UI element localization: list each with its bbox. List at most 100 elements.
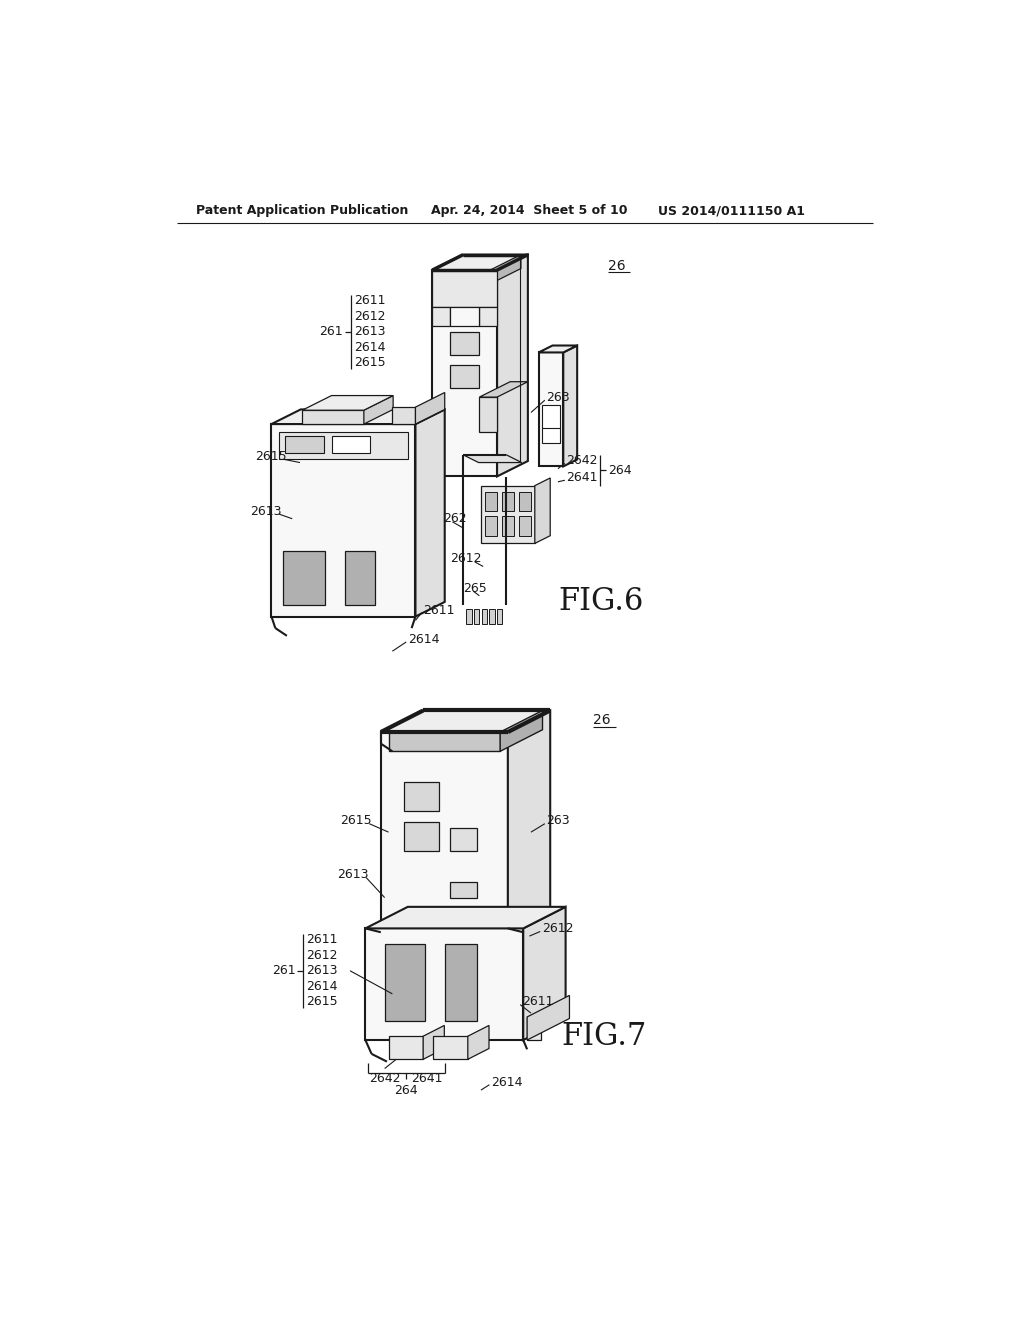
Text: 263: 263 bbox=[547, 814, 570, 828]
Text: 2614: 2614 bbox=[354, 341, 385, 354]
Polygon shape bbox=[381, 733, 508, 932]
Polygon shape bbox=[518, 516, 531, 536]
Polygon shape bbox=[466, 609, 472, 624]
Polygon shape bbox=[432, 308, 451, 326]
Polygon shape bbox=[563, 346, 578, 466]
Polygon shape bbox=[392, 407, 416, 424]
Polygon shape bbox=[451, 882, 477, 898]
Polygon shape bbox=[539, 346, 578, 352]
Polygon shape bbox=[286, 437, 324, 453]
Text: 2642: 2642 bbox=[566, 454, 598, 467]
Polygon shape bbox=[484, 492, 497, 511]
Polygon shape bbox=[484, 516, 497, 536]
Polygon shape bbox=[479, 397, 497, 432]
Polygon shape bbox=[502, 492, 514, 511]
Text: FIG.7: FIG.7 bbox=[562, 1020, 647, 1052]
Polygon shape bbox=[271, 424, 416, 616]
Text: 2612: 2612 bbox=[354, 310, 385, 323]
Text: 2611: 2611 bbox=[354, 294, 385, 308]
Text: FIG.6: FIG.6 bbox=[558, 586, 643, 616]
Polygon shape bbox=[271, 409, 444, 424]
Text: 2641: 2641 bbox=[412, 1072, 442, 1085]
Polygon shape bbox=[481, 486, 535, 544]
Text: 2615: 2615 bbox=[340, 814, 372, 828]
Text: 264: 264 bbox=[394, 1084, 418, 1097]
Text: 2614: 2614 bbox=[490, 1076, 522, 1089]
Text: 2611: 2611 bbox=[423, 603, 455, 616]
Polygon shape bbox=[432, 255, 528, 271]
Polygon shape bbox=[451, 364, 479, 388]
Text: 2613: 2613 bbox=[354, 325, 385, 338]
Polygon shape bbox=[535, 478, 550, 544]
Polygon shape bbox=[432, 271, 497, 477]
Polygon shape bbox=[479, 308, 497, 326]
Polygon shape bbox=[388, 733, 500, 751]
Polygon shape bbox=[423, 1026, 444, 1059]
Polygon shape bbox=[433, 1036, 468, 1059]
Text: 2615: 2615 bbox=[306, 995, 338, 1008]
Polygon shape bbox=[468, 1026, 489, 1059]
Polygon shape bbox=[539, 352, 563, 466]
Text: 2615: 2615 bbox=[255, 450, 287, 463]
Text: 264: 264 bbox=[608, 463, 632, 477]
Polygon shape bbox=[381, 710, 550, 733]
Text: 26: 26 bbox=[608, 259, 626, 273]
Polygon shape bbox=[416, 392, 444, 424]
Polygon shape bbox=[527, 1016, 541, 1040]
Polygon shape bbox=[479, 381, 528, 397]
Text: 2613: 2613 bbox=[306, 964, 338, 977]
Polygon shape bbox=[439, 271, 490, 284]
Polygon shape bbox=[542, 405, 560, 444]
Polygon shape bbox=[481, 609, 487, 624]
Polygon shape bbox=[366, 907, 565, 928]
Text: 2614: 2614 bbox=[306, 979, 338, 993]
Text: 2615: 2615 bbox=[354, 356, 385, 370]
Polygon shape bbox=[416, 409, 444, 616]
Polygon shape bbox=[388, 1036, 423, 1059]
Text: 2614: 2614 bbox=[408, 634, 439, 647]
Text: 2611: 2611 bbox=[521, 995, 553, 1008]
Polygon shape bbox=[523, 907, 565, 1040]
Polygon shape bbox=[345, 552, 376, 605]
Text: 261: 261 bbox=[271, 964, 295, 977]
Polygon shape bbox=[302, 411, 364, 424]
Text: 26: 26 bbox=[593, 714, 610, 727]
Text: 2613: 2613 bbox=[250, 504, 282, 517]
Polygon shape bbox=[490, 255, 521, 284]
Polygon shape bbox=[527, 995, 569, 1040]
Polygon shape bbox=[364, 396, 393, 424]
Polygon shape bbox=[280, 432, 408, 459]
Polygon shape bbox=[518, 492, 531, 511]
Polygon shape bbox=[497, 609, 503, 624]
Text: 2612: 2612 bbox=[542, 921, 573, 935]
Polygon shape bbox=[444, 944, 477, 1020]
Polygon shape bbox=[302, 396, 393, 411]
Polygon shape bbox=[432, 271, 497, 308]
Text: 2613: 2613 bbox=[337, 869, 369, 880]
Polygon shape bbox=[502, 516, 514, 536]
Text: US 2014/0111150 A1: US 2014/0111150 A1 bbox=[658, 205, 805, 218]
Polygon shape bbox=[451, 308, 479, 326]
Text: 2612: 2612 bbox=[306, 949, 338, 962]
Text: 2612: 2612 bbox=[451, 552, 481, 565]
Text: 262: 262 bbox=[443, 512, 467, 525]
Polygon shape bbox=[463, 455, 521, 462]
Polygon shape bbox=[497, 255, 528, 477]
Text: Apr. 24, 2014  Sheet 5 of 10: Apr. 24, 2014 Sheet 5 of 10 bbox=[431, 205, 628, 218]
Text: 261: 261 bbox=[319, 325, 343, 338]
Polygon shape bbox=[489, 609, 495, 624]
Polygon shape bbox=[500, 710, 543, 751]
Polygon shape bbox=[332, 437, 370, 453]
Polygon shape bbox=[451, 331, 479, 355]
Polygon shape bbox=[385, 944, 425, 1020]
Polygon shape bbox=[403, 822, 438, 851]
Text: 265: 265 bbox=[463, 582, 487, 594]
Polygon shape bbox=[403, 781, 438, 812]
Polygon shape bbox=[283, 552, 326, 605]
Polygon shape bbox=[474, 609, 479, 624]
Polygon shape bbox=[451, 829, 477, 851]
Text: Patent Application Publication: Patent Application Publication bbox=[196, 205, 409, 218]
Text: 2642: 2642 bbox=[369, 1072, 400, 1085]
Text: 263: 263 bbox=[547, 391, 570, 404]
Polygon shape bbox=[366, 928, 523, 1040]
